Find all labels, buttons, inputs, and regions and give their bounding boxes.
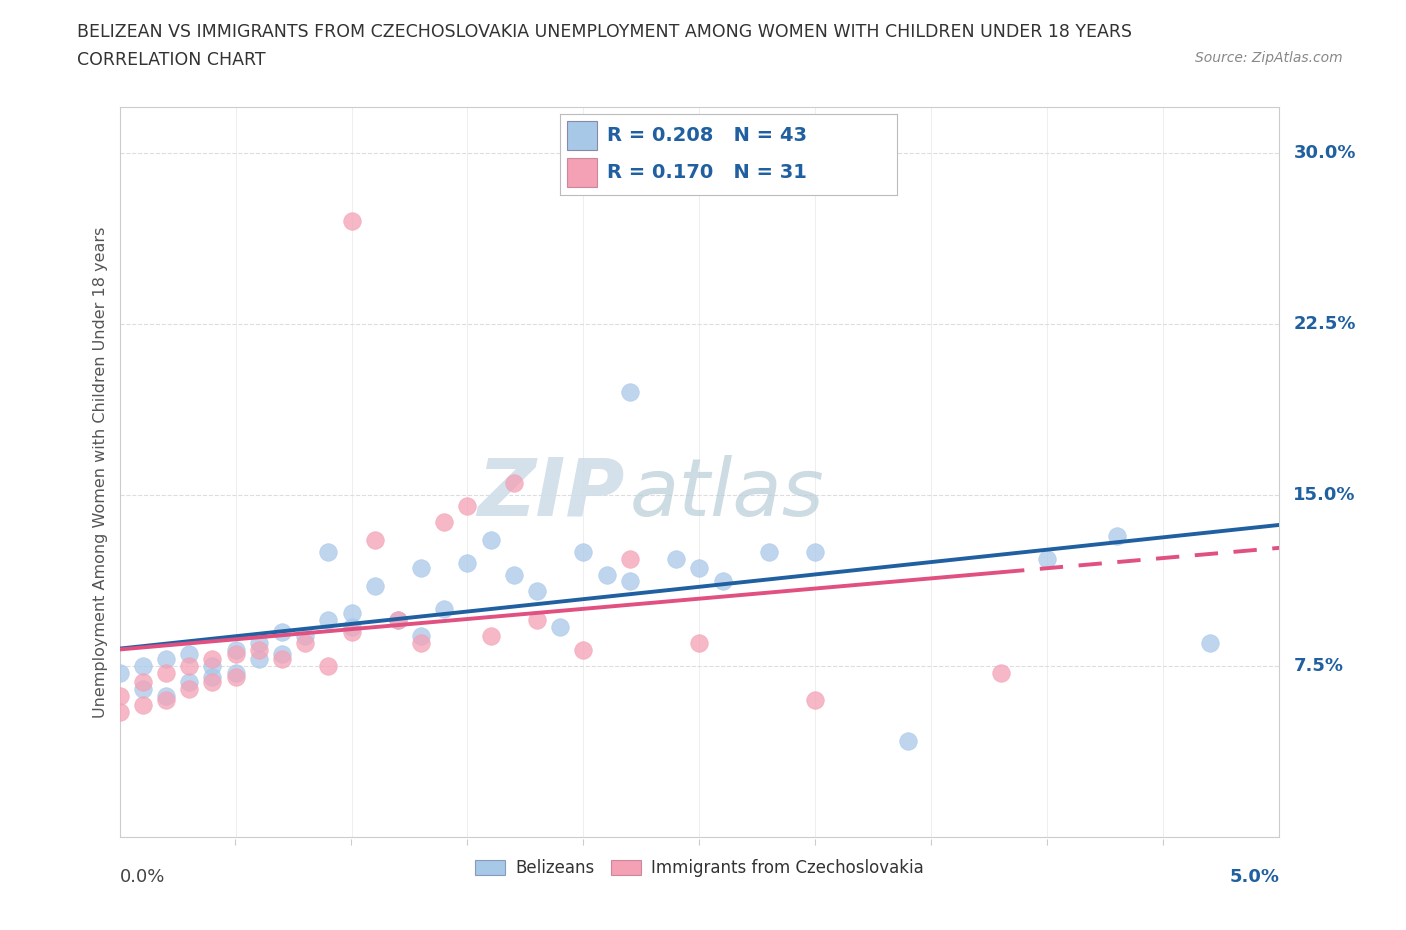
Text: BELIZEAN VS IMMIGRANTS FROM CZECHOSLOVAKIA UNEMPLOYMENT AMONG WOMEN WITH CHILDRE: BELIZEAN VS IMMIGRANTS FROM CZECHOSLOVAK…: [77, 23, 1132, 41]
Point: [201, 670, 224, 684]
Point: [155, 665, 177, 680]
Point: [179, 682, 201, 697]
Text: Source: ZipAtlas.com: Source: ZipAtlas.com: [1195, 51, 1343, 65]
Point: [411, 629, 433, 644]
Point: [503, 567, 526, 582]
Point: [201, 674, 224, 689]
Point: [363, 533, 385, 548]
Point: [270, 624, 294, 639]
Point: [225, 643, 247, 658]
Text: atlas: atlas: [630, 455, 825, 533]
Text: 15.0%: 15.0%: [1294, 485, 1355, 504]
Point: [155, 688, 177, 703]
Point: [363, 578, 385, 593]
Point: [225, 670, 247, 684]
Point: [619, 574, 641, 589]
Point: [155, 693, 177, 708]
Text: 7.5%: 7.5%: [1294, 657, 1343, 675]
Point: [201, 652, 224, 667]
Point: [132, 658, 155, 673]
Point: [456, 556, 478, 571]
Point: [340, 624, 363, 639]
Point: [132, 682, 155, 697]
Point: [479, 533, 502, 548]
Point: [1107, 528, 1129, 543]
Y-axis label: Unemployment Among Women with Children Under 18 years: Unemployment Among Women with Children U…: [93, 226, 108, 718]
Point: [179, 647, 201, 662]
Point: [270, 652, 294, 667]
Point: [387, 613, 409, 628]
Point: [340, 619, 363, 634]
Point: [294, 629, 316, 644]
Point: [1198, 635, 1220, 650]
Point: [179, 658, 201, 673]
Point: [247, 652, 270, 667]
Point: [225, 647, 247, 662]
Point: [108, 688, 131, 703]
Point: [990, 665, 1012, 680]
Text: ZIP: ZIP: [477, 455, 624, 533]
Point: [225, 665, 247, 680]
Point: [179, 674, 201, 689]
Point: [411, 635, 433, 650]
Point: [804, 544, 827, 559]
Text: 5.0%: 5.0%: [1229, 868, 1279, 885]
Text: #d8e8f0: #d8e8f0: [696, 494, 703, 495]
Point: [711, 574, 734, 589]
Point: [804, 693, 827, 708]
Point: [247, 643, 270, 658]
Point: [108, 665, 131, 680]
Point: [526, 583, 548, 598]
Point: [433, 514, 456, 529]
Point: [387, 613, 409, 628]
Point: [456, 498, 478, 513]
Point: [294, 635, 316, 650]
Text: 30.0%: 30.0%: [1294, 143, 1355, 162]
Point: [108, 704, 131, 719]
Point: [550, 619, 572, 634]
Point: [340, 214, 363, 229]
Point: [411, 561, 433, 576]
Point: [897, 734, 920, 749]
Point: [1036, 551, 1059, 566]
Point: [155, 652, 177, 667]
Point: [526, 613, 548, 628]
Point: [247, 635, 270, 650]
Point: [619, 551, 641, 566]
Point: [665, 551, 688, 566]
Text: CORRELATION CHART: CORRELATION CHART: [77, 51, 266, 69]
Point: [619, 385, 641, 400]
Point: [503, 476, 526, 491]
Point: [318, 613, 340, 628]
Point: [318, 658, 340, 673]
Point: [201, 658, 224, 673]
Point: [132, 698, 155, 712]
Point: [433, 602, 456, 617]
Point: [340, 606, 363, 621]
Point: [318, 544, 340, 559]
Point: [596, 567, 619, 582]
Point: [572, 643, 595, 658]
Legend: Belizeans, Immigrants from Czechoslovakia: Belizeans, Immigrants from Czechoslovaki…: [468, 852, 931, 883]
Text: 0.0%: 0.0%: [120, 868, 165, 885]
Point: [132, 674, 155, 689]
Point: [479, 629, 502, 644]
Point: [270, 647, 294, 662]
Point: [758, 544, 780, 559]
Point: [572, 544, 595, 559]
Point: [689, 635, 711, 650]
Point: [689, 561, 711, 576]
Text: 22.5%: 22.5%: [1294, 314, 1355, 333]
